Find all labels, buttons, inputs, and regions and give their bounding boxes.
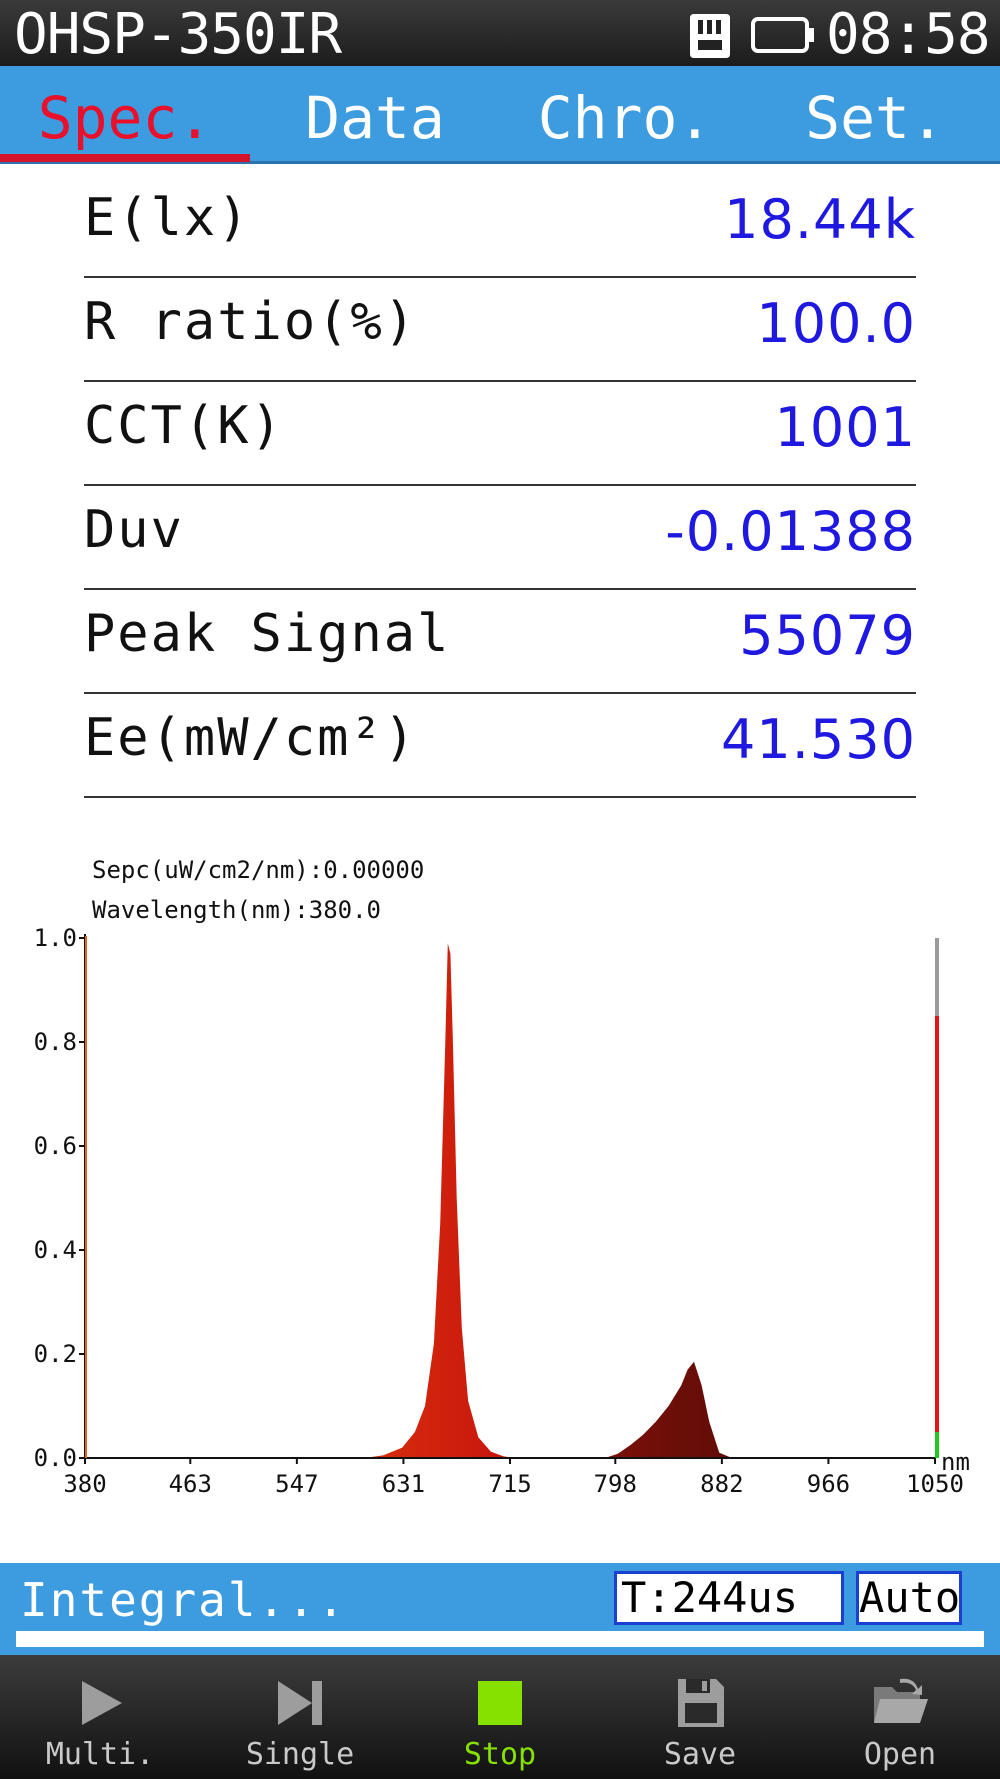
x-tick-label: 966 bbox=[807, 1470, 850, 1498]
folder-open-icon bbox=[874, 1678, 928, 1723]
y-tick-label: 0.4 bbox=[34, 1236, 77, 1264]
metric-value: 41.530 bbox=[721, 708, 916, 771]
sd-card-icon bbox=[690, 14, 730, 58]
x-tick-label: 1050 bbox=[906, 1470, 964, 1498]
tab-data[interactable]: Data bbox=[305, 84, 445, 152]
metric-value: 55079 bbox=[739, 604, 916, 667]
open-button[interactable]: Open bbox=[800, 1655, 1000, 1779]
metrics-table: E(lx) 18.44k R ratio(%) 100.0 CCT(K) 100… bbox=[84, 174, 916, 798]
x-tick-label: 631 bbox=[382, 1470, 425, 1498]
cursor-wavelength-readout: Wavelength(nm):380.0 bbox=[92, 896, 381, 924]
bottom-toolbar: Multi. Single Stop Save Open bbox=[0, 1655, 1000, 1779]
single-label: Single bbox=[245, 1737, 355, 1772]
x-tick-label: 882 bbox=[700, 1470, 743, 1498]
metric-value: 18.44k bbox=[724, 188, 916, 251]
multi-button[interactable]: Multi. bbox=[0, 1655, 200, 1779]
stop-icon bbox=[478, 1681, 522, 1725]
stop-label: Stop bbox=[463, 1737, 537, 1772]
cursor-spec-readout: Sepc(uW/cm2/nm):0.00000 bbox=[92, 856, 424, 884]
metric-row-peak-signal: Peak Signal 55079 bbox=[84, 590, 916, 694]
metric-label: CCT(K) bbox=[84, 396, 284, 456]
metric-row-illuminance: E(lx) 18.44k bbox=[84, 174, 916, 278]
y-tick-label: 1.0 bbox=[34, 924, 77, 952]
save-label: Save bbox=[663, 1737, 737, 1772]
metric-value: 100.0 bbox=[756, 292, 916, 355]
y-tick-label: 0.8 bbox=[34, 1028, 77, 1056]
metric-label: Duv bbox=[84, 500, 184, 560]
y-tick-label: 0.0 bbox=[34, 1444, 77, 1472]
active-tab-indicator bbox=[0, 154, 250, 162]
y-tick-label: 0.6 bbox=[34, 1132, 77, 1160]
clock: 08:58 bbox=[826, 2, 991, 67]
metric-row-irradiance: Ee(mW/cm²) 41.530 bbox=[84, 694, 916, 798]
device-model: OHSP-350IR bbox=[14, 2, 342, 67]
spectrum-series-0 bbox=[85, 943, 542, 1458]
tab-settings[interactable]: Set. bbox=[805, 84, 945, 152]
tab-chro[interactable]: Chro. bbox=[537, 84, 713, 152]
x-tick-label: 380 bbox=[63, 1470, 106, 1498]
battery-icon bbox=[751, 17, 814, 53]
integral-progress-bar bbox=[16, 1631, 984, 1647]
metric-label: Ee(mW/cm²) bbox=[84, 708, 418, 768]
metric-value: 1001 bbox=[774, 396, 916, 459]
spectrum-series-1 bbox=[605, 1361, 935, 1458]
integration-time-field[interactable]: T:244us bbox=[614, 1571, 844, 1625]
save-button[interactable]: Save bbox=[600, 1655, 800, 1779]
integration-mode-field[interactable]: Auto bbox=[856, 1571, 962, 1625]
metric-label: R ratio(%) bbox=[84, 292, 418, 352]
metric-row-cct: CCT(K) 1001 bbox=[84, 382, 916, 486]
open-label: Open bbox=[863, 1737, 937, 1772]
x-tick-label: 798 bbox=[594, 1470, 637, 1498]
floppy-disk-icon bbox=[678, 1679, 724, 1727]
integral-status: Integral... bbox=[20, 1573, 347, 1627]
metric-label: E(lx) bbox=[84, 188, 251, 248]
x-tick-label: 463 bbox=[169, 1470, 212, 1498]
tab-bar: Spec. Data Chro. Set. bbox=[0, 66, 1000, 164]
x-axis-unit-label: nm bbox=[941, 1448, 970, 1476]
integral-progress-fill bbox=[16, 1631, 984, 1647]
stop-button[interactable]: Stop bbox=[400, 1655, 600, 1779]
x-tick-label: 547 bbox=[275, 1470, 318, 1498]
y-tick-label: 0.2 bbox=[34, 1340, 77, 1368]
skip-next-icon bbox=[278, 1681, 322, 1725]
x-tick-label: 715 bbox=[488, 1470, 531, 1498]
metric-row-r-ratio: R ratio(%) 100.0 bbox=[84, 278, 916, 382]
spectrum-chart-svg[interactable]: 0.0 0.2 0.4 0.6 0.8 1.0 380 463 547 631 715 798 882 9… bbox=[0, 848, 1000, 1508]
metric-label: Peak Signal bbox=[84, 604, 451, 664]
integral-bar: Integral... T:244us Auto bbox=[0, 1563, 1000, 1655]
single-button[interactable]: Single bbox=[200, 1655, 400, 1779]
play-icon bbox=[82, 1681, 122, 1725]
multi-label: Multi. bbox=[45, 1737, 155, 1772]
spectrum-chart[interactable]: 0.0 0.2 0.4 0.6 0.8 1.0 380 463 547 631 715 798 882 9… bbox=[0, 848, 1000, 1508]
metric-value: -0.01388 bbox=[665, 500, 916, 563]
metric-row-duv: Duv -0.01388 bbox=[84, 486, 916, 590]
status-bar: OHSP-350IR 08:58 bbox=[0, 0, 1000, 67]
tab-spec[interactable]: Spec. bbox=[37, 84, 213, 152]
